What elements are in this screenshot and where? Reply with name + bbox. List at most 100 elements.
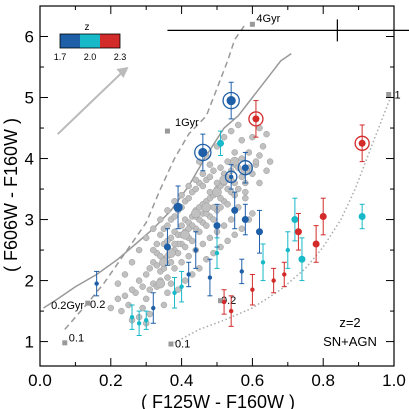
annotation-line-2: SN+AGN bbox=[323, 334, 377, 349]
track-square-marker bbox=[164, 128, 170, 134]
colored-point bbox=[136, 321, 142, 326]
x-tick-label: 0.0 bbox=[28, 371, 52, 390]
grey-point bbox=[220, 222, 228, 229]
grey-point bbox=[238, 136, 246, 144]
grey-point-large bbox=[219, 175, 229, 185]
grey-point-large bbox=[159, 257, 169, 268]
colored-points bbox=[94, 81, 370, 336]
reddening-arrow-head bbox=[116, 67, 129, 79]
grey-point bbox=[217, 164, 224, 171]
grey-point bbox=[114, 280, 122, 287]
track-label: 0.1 bbox=[175, 338, 190, 350]
x-tick-label: 0.4 bbox=[170, 371, 194, 390]
colored-point bbox=[255, 228, 263, 236]
grey-point-large bbox=[229, 156, 240, 167]
grey-point bbox=[238, 225, 246, 232]
grey-point bbox=[231, 231, 238, 239]
grey-point bbox=[121, 271, 129, 278]
grey-point bbox=[206, 234, 214, 242]
track-label: 1 bbox=[394, 89, 400, 101]
colored-point bbox=[179, 284, 184, 289]
grey-point bbox=[256, 152, 263, 159]
colored-point bbox=[213, 222, 221, 230]
grey-point bbox=[171, 198, 178, 205]
colored-point bbox=[282, 272, 287, 277]
colorbar-tick-label: 2.3 bbox=[114, 52, 127, 62]
grey-point bbox=[227, 127, 235, 135]
grey-point bbox=[135, 277, 143, 284]
grey-point bbox=[210, 204, 217, 211]
reddening-arrow bbox=[57, 71, 124, 135]
axes: 0.0 0.2 0.4 0.6 0.8 1.0 1 2 3 4 5 6 bbox=[25, 5, 406, 390]
colored-point bbox=[186, 272, 191, 277]
colored-point bbox=[193, 247, 198, 253]
colored-point bbox=[214, 250, 220, 256]
grey-point-large bbox=[191, 208, 201, 219]
grey-point bbox=[178, 191, 185, 199]
grey-points bbox=[107, 121, 274, 327]
grey-point bbox=[234, 121, 242, 129]
x-tick-label: 0.8 bbox=[311, 371, 335, 390]
colored-point bbox=[163, 243, 171, 251]
grey-point bbox=[164, 222, 171, 229]
colorbar-segment bbox=[80, 34, 100, 48]
grey-point bbox=[213, 179, 221, 187]
grey-point bbox=[256, 179, 263, 187]
colored-point bbox=[172, 290, 177, 295]
track-label: 0.2Gyr bbox=[51, 300, 84, 312]
grey-point bbox=[167, 259, 175, 266]
track-label: 0.1 bbox=[69, 332, 84, 344]
grey-point bbox=[181, 243, 189, 251]
grey-point bbox=[157, 216, 164, 223]
grey-point-large bbox=[166, 248, 176, 258]
track-solid bbox=[43, 52, 292, 309]
grey-point bbox=[128, 259, 136, 266]
x-tick-label: 1.0 bbox=[382, 371, 406, 390]
grey-point bbox=[118, 307, 125, 315]
grey-point bbox=[206, 188, 214, 196]
grey-point bbox=[224, 201, 231, 208]
track-label: 1Gyr bbox=[175, 117, 199, 129]
grey-point bbox=[157, 231, 164, 239]
point-ring bbox=[237, 160, 253, 176]
track-label: 0.2 bbox=[221, 295, 236, 307]
x-tick-label: 0.2 bbox=[99, 371, 123, 390]
colored-point bbox=[228, 308, 234, 314]
grey-point bbox=[135, 246, 143, 254]
grey-point bbox=[185, 252, 192, 260]
grey-point bbox=[210, 167, 217, 174]
grey-point bbox=[164, 289, 171, 297]
grey-point bbox=[234, 185, 242, 193]
grey-point bbox=[167, 280, 175, 287]
grey-point bbox=[266, 158, 274, 165]
colorbar-frame bbox=[59, 33, 121, 49]
grey-point bbox=[199, 182, 207, 190]
y-axis-label: ( F606W - F160W ) bbox=[1, 118, 21, 272]
track-square-marker bbox=[62, 340, 68, 346]
grey-point bbox=[146, 286, 153, 293]
colored-point bbox=[241, 216, 249, 224]
colored-point bbox=[228, 174, 234, 180]
grey-point bbox=[164, 207, 171, 214]
colored-point bbox=[285, 247, 290, 253]
annotation-line-1: z=2 bbox=[339, 315, 360, 330]
grey-point bbox=[150, 246, 157, 254]
grey-point bbox=[142, 271, 150, 278]
colored-point bbox=[252, 115, 260, 123]
track-square-marker bbox=[249, 21, 255, 27]
grey-point bbox=[153, 240, 161, 248]
y-tick-label: 3 bbox=[25, 211, 34, 230]
grey-point bbox=[224, 237, 231, 245]
track-square-marker bbox=[386, 91, 392, 97]
grey-point bbox=[263, 167, 270, 174]
grey-point bbox=[181, 277, 189, 284]
grey-point bbox=[242, 188, 249, 196]
grey-point bbox=[203, 222, 210, 229]
colorbar-segment bbox=[100, 34, 120, 48]
colored-point bbox=[173, 202, 183, 212]
colored-point bbox=[151, 305, 156, 311]
grey-point bbox=[171, 213, 178, 220]
track-square-marker bbox=[168, 341, 174, 347]
grey-point bbox=[231, 149, 238, 156]
colored-point bbox=[144, 318, 149, 323]
